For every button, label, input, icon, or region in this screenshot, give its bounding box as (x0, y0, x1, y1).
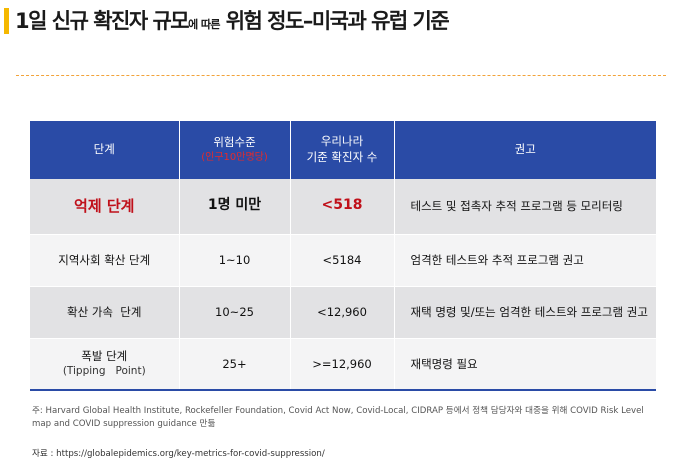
table-row: 폭발 단계 (Tipping Point) 25+ >=12,960 재택명령 … (30, 338, 656, 391)
row-korea-value: <518 (321, 197, 363, 214)
row-stage: 억제 단계 (30, 179, 180, 235)
table-row: 확산 가속 단계 10~25 <12,960 재택 명령 및/또는 엄격한 테스… (30, 286, 656, 339)
title-criteria: –미국과 유럽 기준 (302, 9, 450, 33)
title-accent-bar (4, 8, 9, 34)
row-level: 25+ (179, 338, 291, 391)
row-level: 1명 미만 (179, 179, 291, 235)
table-row: 억제 단계 1명 미만 <518 테스트 및 접촉자 추적 프로그램 등 모리터… (30, 179, 656, 235)
title-main: 1일 신규 확진자 규모 (15, 9, 190, 33)
row-korea: <518 (290, 179, 395, 235)
row-stage: 폭발 단계 (Tipping Point) (30, 338, 180, 391)
title-risk: 위험 정도 (219, 9, 305, 33)
row-korea: <5184 (290, 234, 395, 287)
table-header-row: 단계 위험수준 (인구10만명당) 우리나라 기준 확진자 수 권고 (30, 121, 656, 179)
header-risk-level-sub: (인구10만명당) (201, 152, 268, 163)
row-advice: 테스트 및 접촉자 추적 프로그램 등 모리터링 (394, 179, 656, 235)
row-advice: 엄격한 테스트와 추적 프로그램 권고 (394, 234, 656, 287)
row-level: 1~10 (179, 234, 291, 287)
row-level: 10~25 (179, 286, 291, 339)
risk-level-table: 단계 위험수준 (인구10만명당) 우리나라 기준 확진자 수 권고 억제 단계… (30, 121, 656, 391)
row-korea: >=12,960 (290, 338, 395, 391)
header-stage: 단계 (30, 121, 180, 179)
row-korea: <12,960 (290, 286, 395, 339)
title-divider (16, 75, 666, 76)
row-advice: 재택 명령 및/또는 엄격한 테스트와 프로그램 권고 (394, 286, 656, 339)
footnote: 주: Harvard Global Health Institute, Rock… (32, 406, 644, 430)
header-korea-count: 우리나라 기준 확진자 수 (290, 121, 395, 179)
row-stage-label: 폭발 단계 (81, 349, 128, 364)
row-stage-label: 억제 단계 (74, 196, 135, 215)
page-title: 1일 신규 확진자 규모에 따른 위험 정도–미국과 유럽 기준 (15, 5, 450, 35)
row-level-value: 1명 미만 (207, 197, 262, 214)
header-risk-level-label: 위험수준 (213, 135, 256, 150)
row-advice: 재택명령 필요 (394, 338, 656, 391)
row-stage: 지역사회 확산 단계 (30, 234, 180, 287)
header-korea-line1: 우리나라 (320, 134, 364, 149)
table-row: 지역사회 확산 단계 1~10 <5184 엄격한 테스트와 추적 프로그램 권… (30, 234, 656, 287)
header-risk-level: 위험수준 (인구10만명당) (179, 121, 291, 179)
title-connector: 에 따른 (188, 18, 220, 31)
row-stage-sub: (Tipping Point) (62, 365, 146, 378)
row-stage: 확산 가속 단계 (30, 286, 180, 339)
source-citation: 자료 : https://globalepidemics.org/key-met… (32, 449, 325, 459)
header-advice: 권고 (394, 121, 656, 179)
header-korea-line2: 기준 확진자 수 (306, 150, 378, 164)
